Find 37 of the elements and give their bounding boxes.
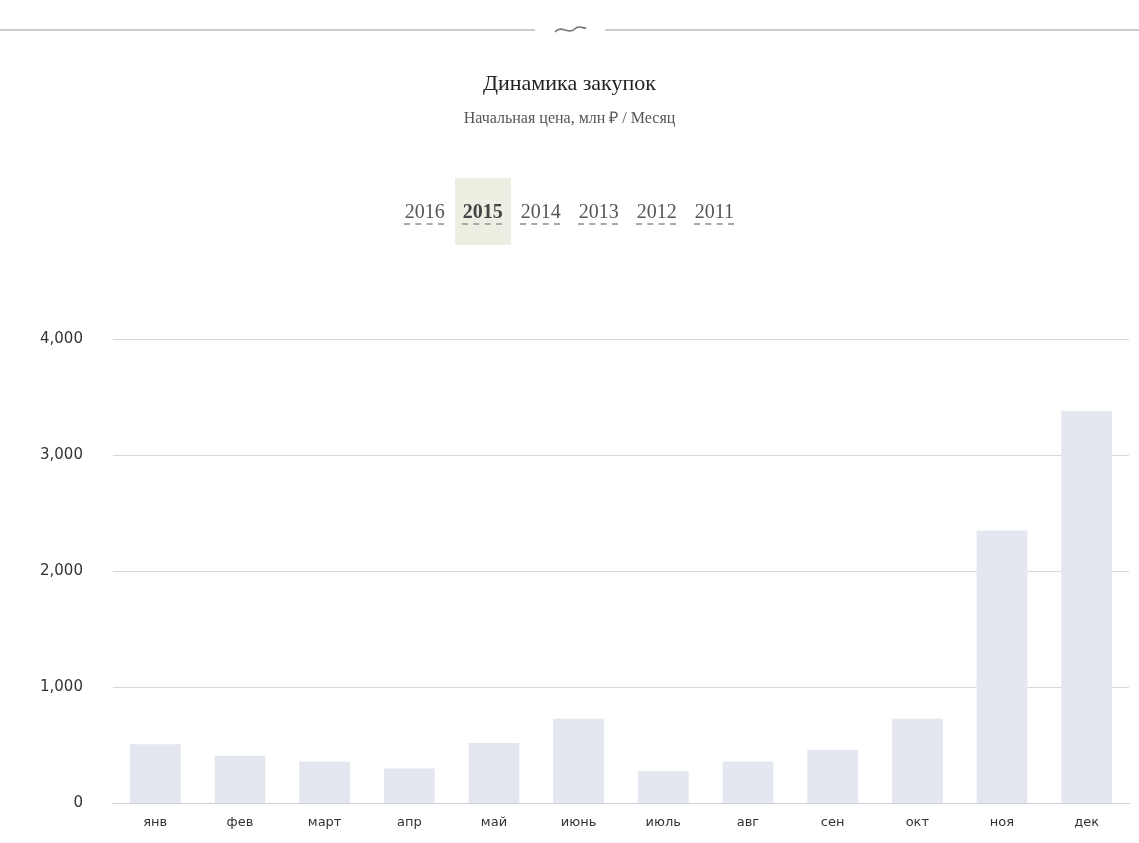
x-tick-label: март [307, 813, 342, 829]
text: 2012 [636, 200, 677, 222]
x-tick-label: сен [820, 813, 845, 829]
text: 2013 [578, 200, 619, 222]
x-tick-label: фев [226, 813, 254, 829]
bar [891, 718, 943, 803]
text: 2011 [694, 200, 735, 222]
y-tick-label: 3,000 [39, 444, 83, 463]
bar [129, 744, 181, 803]
bar [553, 718, 605, 803]
x-tick-label: июль [645, 813, 681, 829]
bar [807, 749, 859, 803]
x-tick-label: ноя [989, 813, 1015, 829]
bar [299, 761, 351, 803]
text: 2014 [520, 200, 561, 222]
chart-title: Динамика закупок [482, 70, 657, 96]
x-tick-label: май [480, 813, 508, 829]
text: 2015 [462, 200, 503, 222]
bar [383, 768, 435, 803]
bar [468, 743, 520, 803]
bar [722, 761, 774, 803]
y-tick-label: 0 [73, 793, 83, 812]
x-tick-label: июнь [560, 813, 597, 829]
x-tick-label: янв [143, 813, 168, 829]
x-tick-label: апр [396, 813, 422, 829]
text: 2016 [404, 200, 445, 222]
x-tick-label: авг [736, 813, 760, 829]
x-tick-label: дек [1074, 813, 1100, 829]
bar [1061, 410, 1113, 803]
bar [976, 530, 1028, 803]
bar [214, 755, 266, 803]
y-tick-label: 1,000 [39, 677, 83, 696]
bar [637, 770, 689, 803]
y-tick-label: 4,000 [39, 328, 83, 347]
x-tick-label: окт [905, 813, 930, 829]
chart-subtitle: Начальная цена, млн ₽ / Месяц [462, 108, 677, 128]
y-tick-label: 2,000 [39, 561, 83, 580]
